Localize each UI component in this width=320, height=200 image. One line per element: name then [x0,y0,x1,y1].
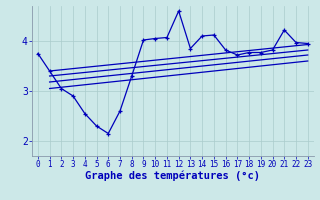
X-axis label: Graphe des températures (°c): Graphe des températures (°c) [85,171,260,181]
